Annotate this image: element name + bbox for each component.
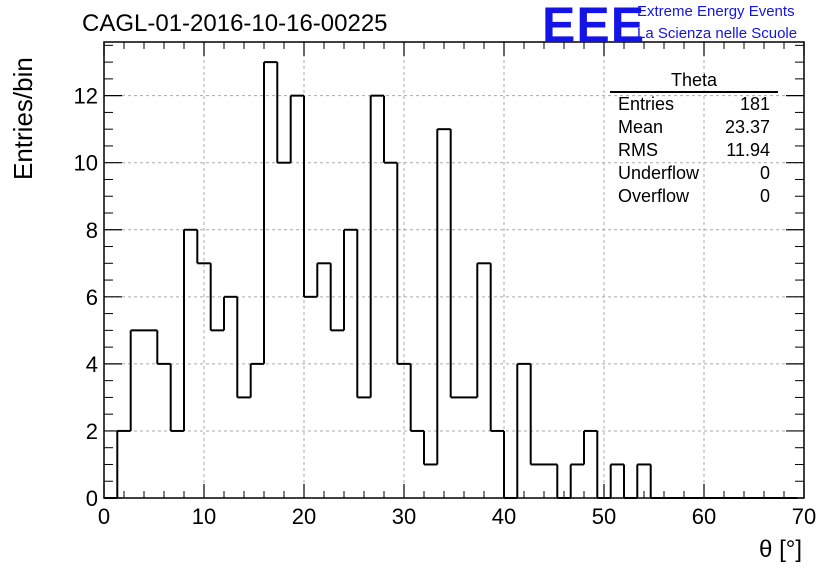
y-axis-label: Entries/bin xyxy=(8,57,38,180)
x-axis-label: θ [°] xyxy=(759,536,802,563)
plot-title: CAGL-01-2016-10-16-00225 xyxy=(82,10,388,37)
stats-title: Theta xyxy=(610,70,778,93)
stats-label: RMS xyxy=(618,140,658,160)
x-tick-label: 20 xyxy=(292,504,316,529)
y-tick-label: 12 xyxy=(74,84,98,109)
stats-row-entries: Entries 181 xyxy=(610,93,778,116)
stats-row-overflow: Overflow 0 xyxy=(610,185,778,208)
stats-label: Underflow xyxy=(618,163,700,183)
eee-logo: EEE xyxy=(542,0,646,53)
stats-label: Entries xyxy=(618,94,675,114)
stats-row-rms: RMS 11.94 xyxy=(610,139,778,162)
x-tick-label: 0 xyxy=(98,504,110,529)
stats-box: Theta Entries 181 Mean 23.37 RMS 11.94 U… xyxy=(610,70,778,208)
y-tick-label: 8 xyxy=(86,218,98,243)
stats-value: 0 xyxy=(759,163,770,183)
stats-value: 0 xyxy=(759,186,770,206)
stats-value: 181 xyxy=(739,94,770,114)
stats-row-underflow: Underflow 0 xyxy=(610,162,778,185)
stats-label: Mean xyxy=(618,117,664,137)
plot-frame xyxy=(103,41,805,499)
stats-label: Overflow xyxy=(618,186,690,206)
y-tick-label: 10 xyxy=(74,151,98,176)
y-tick-label: 6 xyxy=(86,285,98,310)
x-tick-label: 40 xyxy=(492,504,516,529)
stats-value: 23.37 xyxy=(724,117,770,137)
x-tick-label: 10 xyxy=(192,504,216,529)
logo-line-1: Extreme Energy Events xyxy=(637,3,795,20)
x-tick-label: 50 xyxy=(592,504,616,529)
stats-value: 11.94 xyxy=(726,140,770,160)
x-tick-label: 60 xyxy=(692,504,716,529)
y-tick-label: 2 xyxy=(86,419,98,444)
stats-row-mean: Mean 23.37 xyxy=(610,116,778,139)
y-tick-label: 0 xyxy=(86,486,98,511)
logo-line-2: La Scienza nelle Scuole xyxy=(637,25,798,42)
x-tick-label: 70 xyxy=(792,504,816,529)
x-tick-label: 30 xyxy=(392,504,416,529)
y-tick-label: 4 xyxy=(86,352,98,377)
